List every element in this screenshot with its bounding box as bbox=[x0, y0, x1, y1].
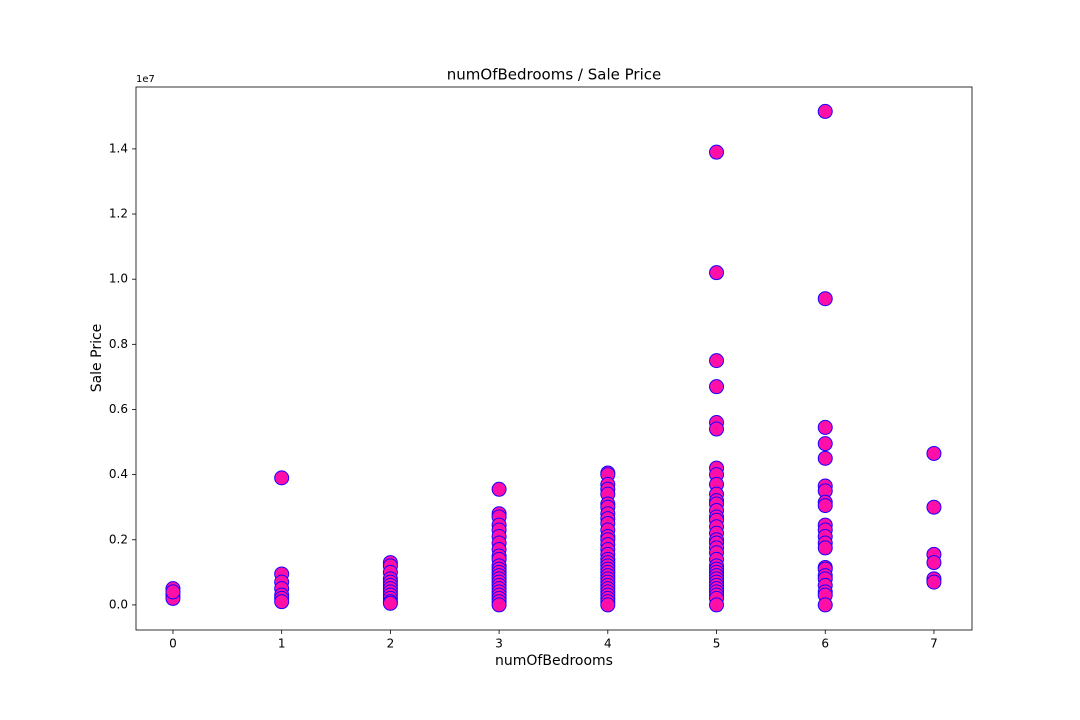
y-tick-label: 1.0 bbox=[109, 272, 128, 286]
y-tick-label: 0.6 bbox=[109, 402, 128, 416]
scatter-point bbox=[709, 353, 725, 369]
x-tick-label: 0 bbox=[169, 637, 177, 651]
scatter-point bbox=[926, 445, 942, 461]
scatter-point bbox=[709, 597, 725, 613]
scatter-point bbox=[709, 379, 725, 395]
scatter-point bbox=[817, 436, 833, 452]
scatter-point bbox=[382, 595, 398, 611]
x-axis-label: numOfBedrooms bbox=[495, 653, 613, 669]
scatter-point bbox=[491, 481, 507, 497]
x-tick-label: 3 bbox=[495, 637, 503, 651]
scatter-point bbox=[817, 498, 833, 514]
y-tick-label: 0.4 bbox=[109, 467, 128, 481]
scatter-point bbox=[709, 421, 725, 437]
scatter-point bbox=[926, 574, 942, 590]
scatter-point bbox=[926, 499, 942, 515]
x-tick-label: 5 bbox=[713, 637, 721, 651]
scatter-point bbox=[491, 597, 507, 613]
scatter-point bbox=[165, 584, 181, 600]
scatter-point bbox=[274, 470, 290, 486]
y-tick-label: 0.2 bbox=[109, 532, 128, 546]
chart-title: numOfBedrooms / Sale Price bbox=[447, 66, 661, 84]
x-tick-label: 6 bbox=[821, 637, 829, 651]
x-tick-label: 2 bbox=[387, 637, 395, 651]
scatter-point bbox=[600, 597, 616, 613]
scatter-point bbox=[274, 594, 290, 610]
scatter-point bbox=[709, 144, 725, 160]
scatter-point bbox=[817, 540, 833, 556]
plot-frame bbox=[135, 86, 973, 631]
x-tick-label: 4 bbox=[604, 637, 612, 651]
y-tick-label: 1.2 bbox=[109, 207, 128, 221]
scatter-point bbox=[817, 291, 833, 307]
x-tick-label: 1 bbox=[278, 637, 286, 651]
y-axis-label: Sale Price bbox=[89, 324, 105, 393]
scatter-point bbox=[817, 103, 833, 119]
y-tick-label: 0.8 bbox=[109, 337, 128, 351]
x-tick-label: 7 bbox=[930, 637, 938, 651]
scatter-point bbox=[926, 555, 942, 571]
y-offset-label: 1e7 bbox=[136, 74, 155, 85]
y-tick-label: 1.4 bbox=[109, 141, 128, 155]
scatter-point bbox=[817, 419, 833, 435]
scatter-point bbox=[817, 597, 833, 613]
scatter-point bbox=[817, 450, 833, 466]
y-tick-label: 0.0 bbox=[109, 597, 128, 611]
scatter-point bbox=[709, 265, 725, 281]
